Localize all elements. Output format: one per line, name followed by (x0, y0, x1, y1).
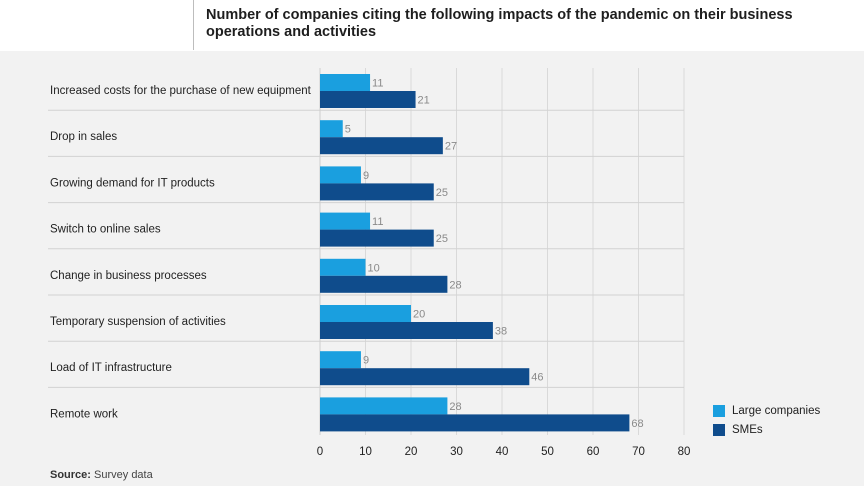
data-label-0-1: 5 (345, 124, 351, 136)
data-label-1-6: 46 (531, 372, 543, 384)
x-tick-label-2: 20 (405, 446, 418, 458)
legend-item-large-companies: Large companies (713, 402, 820, 419)
category-label-6: Load of IT infrastructure (50, 362, 172, 374)
source-note: Source: Survey data (50, 469, 153, 481)
bar-0-3 (320, 212, 371, 230)
legend: Large companies SMEs (713, 402, 820, 440)
x-tick-label-6: 60 (587, 446, 600, 458)
header-divider (193, 0, 194, 50)
legend-label-large-companies: Large companies (732, 404, 821, 417)
category-label-0: Increased costs for the purchase of new … (50, 85, 312, 97)
legend-swatch-smes (713, 423, 725, 436)
bar-1-3 (320, 229, 434, 247)
category-label-1: Drop in sales (50, 131, 117, 143)
x-tick-label-8: 80 (678, 446, 691, 458)
bar-0-4 (320, 258, 366, 276)
data-label-1-3: 25 (436, 233, 448, 245)
legend-item-smes: SMEs (713, 421, 820, 438)
category-label-5: Temporary suspension of activities (50, 316, 226, 328)
bar-1-7 (320, 414, 630, 432)
data-label-1-2: 25 (436, 187, 448, 199)
bar-0-5 (320, 305, 411, 322)
legend-swatch-large-companies (713, 404, 725, 417)
data-label-0-0: 11 (372, 78, 383, 90)
x-tick-label-7: 70 (632, 446, 645, 458)
bar-1-4 (320, 275, 448, 293)
bar-0-7 (320, 397, 448, 415)
category-label-7: Remote work (50, 408, 118, 420)
category-label-4: Change in business processes (50, 270, 207, 282)
bar-1-1 (320, 137, 443, 155)
data-label-1-7: 68 (631, 418, 643, 430)
source-text: Survey data (90, 469, 153, 481)
data-label-0-7: 28 (449, 401, 461, 413)
data-label-1-1: 27 (445, 141, 457, 153)
data-label-0-5: 20 (413, 309, 425, 321)
x-tick-label-4: 40 (496, 446, 509, 458)
bar-0-2 (320, 166, 361, 184)
data-label-1-4: 28 (449, 279, 461, 291)
bar-1-2 (320, 183, 434, 201)
data-label-0-3: 11 (372, 216, 383, 228)
data-label-0-6: 9 (363, 355, 369, 367)
x-tick-label-3: 30 (450, 446, 463, 458)
x-tick-label-0: 0 (317, 446, 323, 458)
bar-1-6 (320, 368, 530, 386)
bar-0-1 (320, 120, 343, 138)
x-tick-label-5: 50 (541, 446, 554, 458)
chart-title: Number of companies citing the following… (206, 7, 793, 40)
bar-1-5 (320, 322, 493, 339)
category-label-3: Switch to online sales (50, 224, 161, 236)
bar-0-6 (320, 351, 361, 369)
bar-1-0 (320, 91, 416, 108)
category-label-2: Growing demand for IT products (50, 177, 215, 189)
data-label-0-2: 9 (363, 170, 369, 182)
bar-0-0 (320, 74, 371, 91)
source-label: Source: (50, 469, 91, 481)
legend-label-smes: SMEs (732, 423, 763, 436)
x-tick-label-1: 10 (359, 446, 372, 458)
data-label-0-4: 10 (368, 262, 380, 274)
data-label-1-5: 38 (495, 326, 507, 338)
data-label-1-0: 21 (418, 95, 430, 107)
